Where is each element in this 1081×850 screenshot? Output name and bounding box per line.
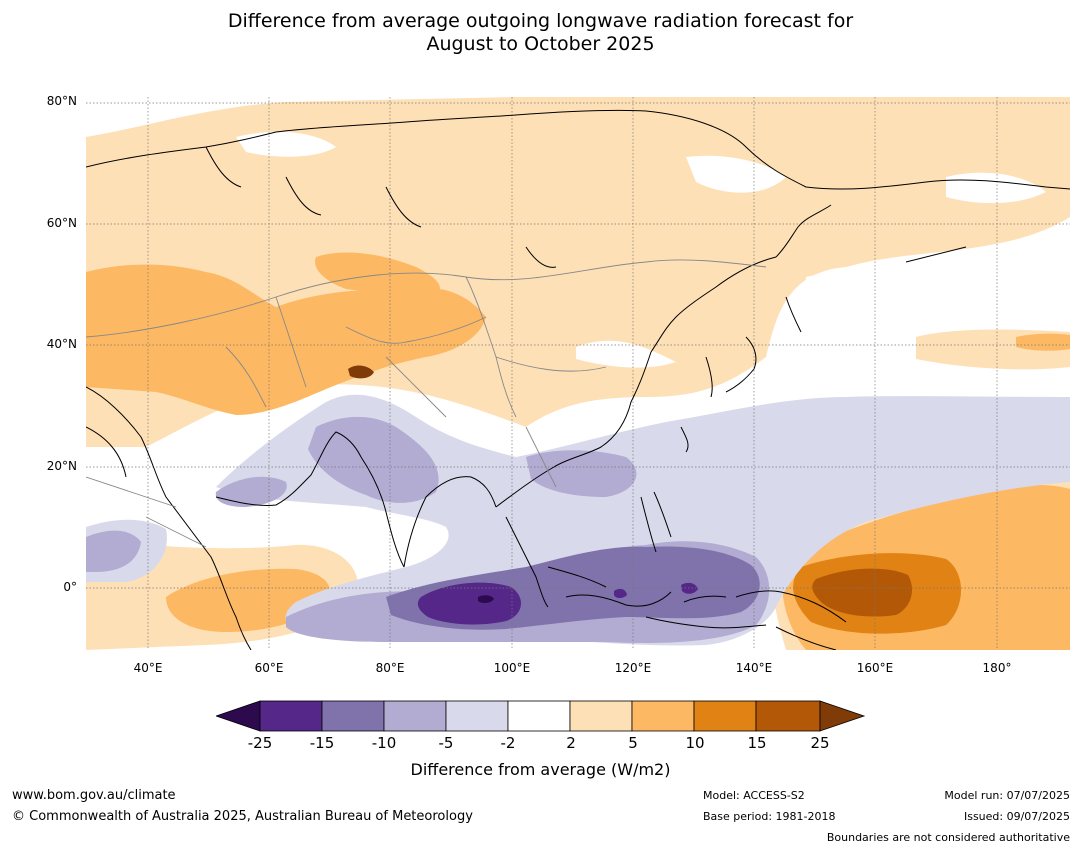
map-panel (86, 97, 1070, 650)
colorbar-tick: -2 (500, 734, 516, 752)
colorbar-tick: -10 (371, 734, 397, 752)
lat-label-0: 0° (63, 580, 77, 594)
coastlines (86, 109, 1070, 650)
title-line-2: August to October 2025 (426, 33, 655, 55)
lon-label-160e: 160°E (856, 661, 894, 675)
colorbar-tick: 2 (566, 734, 576, 752)
lat-label-80n: 80°N (46, 94, 77, 108)
lon-label-80e: 80°E (375, 661, 405, 675)
colorbar-label: Difference from average (W/m2) (410, 760, 671, 779)
lon-label-40e: 40°E (133, 661, 163, 675)
colorbar-bin (569, 700, 633, 732)
colorbar-tick: -5 (438, 734, 454, 752)
anomaly-shading-positive-hotspot (348, 365, 374, 379)
near-zero-gaps-north (236, 131, 1046, 387)
colorbar-bin (321, 700, 385, 732)
footer-issued: Issued: 09/07/2025 (963, 810, 1070, 823)
footer-boundaries-note: Boundaries are not considered authoritat… (826, 831, 1070, 844)
colorbar-bin (693, 700, 757, 732)
title-line-1: Difference from average outgoing longwav… (227, 10, 854, 32)
colorbar-bin (383, 700, 447, 732)
colorbar-tick: 10 (685, 734, 705, 752)
graticule (86, 97, 1070, 650)
country-borders (86, 259, 767, 548)
lat-label-40n: 40°N (46, 337, 77, 351)
colorbar-tick: 5 (628, 734, 638, 752)
footer-model: Model: ACCESS-S2 (703, 789, 805, 802)
colorbar-bin (259, 700, 323, 732)
anomaly-shading-negative-very-strong (417, 582, 698, 625)
olr-anomaly-map (86, 97, 1070, 650)
anomaly-shading-negative-extreme (478, 595, 494, 604)
colorbar-extend-low (216, 700, 261, 732)
anomaly-shading-positive-very-strong (812, 568, 912, 617)
lon-label-100e: 100°E (493, 661, 531, 675)
lon-label-120e: 120°E (614, 661, 652, 675)
lon-label-60e: 60°E (254, 661, 284, 675)
colorbar (216, 700, 866, 732)
lat-label-20n: 20°N (46, 459, 77, 473)
colorbar-tick: -15 (309, 734, 335, 752)
colorbar-bin (507, 700, 571, 732)
colorbar-tick: 15 (747, 734, 767, 752)
colorbar-bin (755, 700, 821, 732)
colorbar-bin (631, 700, 695, 732)
lon-label-140e: 140°E (735, 661, 773, 675)
footer-base-period: Base period: 1981-2018 (703, 810, 836, 823)
lat-label-60n: 60°N (46, 216, 77, 230)
colorbar-tick: 25 (810, 734, 830, 752)
colorbar-extend-high (819, 700, 866, 732)
footer-copyright: © Commonwealth of Australia 2025, Austra… (12, 809, 473, 824)
colorbar-bin (445, 700, 509, 732)
colorbar-tick: -25 (247, 734, 273, 752)
footer-url: www.bom.gov.au/climate (12, 788, 176, 803)
lon-label-180: 180° (982, 661, 1012, 675)
footer-model-run: Model run: 07/07/2025 (944, 789, 1070, 802)
chart-title: Difference from average outgoing longwav… (0, 10, 1081, 56)
